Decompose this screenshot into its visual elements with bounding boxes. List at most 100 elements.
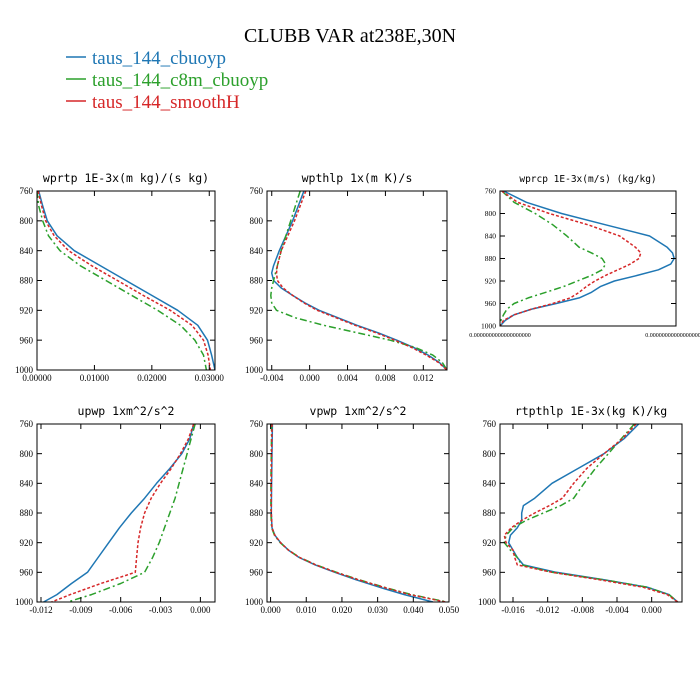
series-line: [37, 191, 215, 370]
y-tick-label: 960: [20, 567, 34, 577]
y-tick-label: 1000: [481, 322, 496, 331]
y-tick-label: 840: [483, 478, 497, 488]
plot-frame: [499, 423, 683, 603]
x-tick-label: -0.012: [29, 605, 52, 615]
x-tick-label: 0.000: [300, 373, 321, 383]
panel-title: rtpthlp 1E-3x(kg K)/kg: [515, 404, 667, 418]
y-tick-label: 800: [485, 209, 497, 218]
panel-title: wpthlp 1x(m K)/s: [302, 171, 413, 185]
y-tick-label: 920: [485, 277, 497, 286]
x-tick-label: 0.030: [368, 605, 389, 615]
legend-label: taus_144_smoothH: [92, 92, 240, 113]
x-tick-label: -0.008: [571, 605, 595, 615]
y-tick-label: 880: [483, 508, 497, 518]
y-tick-label: 1000: [245, 365, 264, 375]
legend-entry: taus_144_cbuoyp: [66, 48, 226, 69]
legend-entry: taus_144_smoothH: [66, 92, 240, 113]
y-tick-label: 840: [250, 478, 264, 488]
x-tick-label: 0.020: [332, 605, 353, 615]
y-tick-label: 1000: [15, 365, 34, 375]
y-tick-label: 880: [250, 276, 264, 286]
x-tick-label: 0.02000: [137, 373, 167, 383]
series-line: [51, 424, 195, 602]
y-tick-label: 760: [485, 187, 497, 196]
y-tick-label: 840: [20, 478, 34, 488]
y-tick-label: 880: [250, 508, 264, 518]
x-tick-label: -0.012: [536, 605, 559, 615]
x-tick-label: -0.004: [605, 605, 629, 615]
y-tick-label: 920: [20, 305, 34, 315]
panels: wprtp 1E-3x(m kg)/(s kg) 760 800 840 880 920 9…: [15, 171, 700, 615]
y-tick-label: 800: [250, 216, 264, 226]
series-line: [270, 424, 448, 602]
x-tick-label: 0.00000: [22, 373, 52, 383]
y-tick-label: 960: [20, 335, 34, 345]
x-tick-label: -0.016: [501, 605, 525, 615]
plot-frame: [499, 190, 677, 327]
panel-title: upwp 1xm^2/s^2: [78, 404, 175, 418]
x-tick-label: 0.0000000000000000000: [645, 333, 700, 339]
panel-title: vpwp 1xm^2/s^2: [310, 404, 407, 418]
y-tick-label: 840: [250, 246, 264, 256]
series-line: [270, 191, 447, 370]
y-tick-label: 960: [483, 567, 497, 577]
y-tick-label: 920: [483, 538, 497, 548]
x-tick-label: -0.003: [149, 605, 173, 615]
chart-panel: wprcp 1E-3x(m/s) (kg/kg) 760 800 840 880 920 9…: [469, 174, 700, 339]
series-line: [270, 191, 447, 370]
y-tick-label: 920: [250, 538, 264, 548]
y-tick-label: 880: [20, 276, 34, 286]
y-tick-label: 1000: [245, 597, 264, 607]
x-tick-label: -0.009: [69, 605, 93, 615]
series-line: [37, 191, 212, 370]
legend-label: taus_144_cbuoyp: [92, 48, 226, 69]
y-tick-label: 840: [485, 232, 497, 241]
x-tick-label: 0.000: [260, 605, 281, 615]
y-tick-label: 920: [20, 538, 34, 548]
legend-label: taus_144_c8m_cbuoyp: [92, 70, 268, 91]
panel-title: wprcp 1E-3x(m/s) (kg/kg): [519, 174, 656, 185]
x-tick-label: 0.004: [337, 373, 358, 383]
y-tick-label: 800: [20, 449, 34, 459]
y-tick-label: 760: [250, 186, 264, 196]
x-tick-label: 0.008: [375, 373, 396, 383]
x-tick-label: 0.0000000000000000000: [469, 333, 531, 339]
x-tick-label: 0.000: [642, 605, 663, 615]
y-tick-label: 760: [250, 419, 264, 429]
figure-title: CLUBB VAR at238E,30N: [244, 25, 456, 47]
y-tick-label: 760: [20, 419, 34, 429]
series-line: [500, 191, 675, 326]
x-tick-label: 0.01000: [80, 373, 110, 383]
y-tick-label: 960: [250, 567, 264, 577]
y-tick-label: 760: [20, 186, 34, 196]
series-line: [275, 191, 447, 370]
chart-panel: rtpthlp 1E-3x(kg K)/kg 760 800 840 880 920 960…: [478, 404, 683, 615]
series-line: [503, 424, 679, 602]
x-tick-label: 0.040: [403, 605, 424, 615]
x-tick-label: 0.050: [439, 605, 460, 615]
y-tick-label: 1000: [15, 597, 34, 607]
chart-panel: wpthlp 1x(m K)/s 760 800 840 880 920 960 1000-0…: [245, 171, 448, 383]
chart-panel: upwp 1xm^2/s^27608008408809209601000-0.0…: [15, 404, 216, 615]
y-tick-label: 960: [250, 335, 264, 345]
y-tick-label: 880: [485, 254, 497, 263]
series-line: [500, 191, 642, 326]
series-line: [270, 424, 446, 602]
y-tick-label: 1000: [478, 597, 497, 607]
y-tick-label: 840: [20, 246, 34, 256]
x-tick-label: 0.012: [413, 373, 433, 383]
series-line: [270, 424, 434, 602]
x-tick-label: -0.004: [260, 373, 284, 383]
series-line: [503, 424, 679, 602]
y-tick-label: 880: [20, 508, 34, 518]
series-line: [500, 191, 607, 326]
x-tick-label: 0.03000: [195, 373, 225, 383]
series-line: [67, 424, 196, 602]
y-tick-label: 800: [250, 449, 264, 459]
plot-frame: [266, 423, 450, 603]
chart-panel: wprtp 1E-3x(m kg)/(s kg) 760 800 840 880 920 9…: [15, 171, 224, 383]
y-tick-label: 920: [250, 305, 264, 315]
series-line: [37, 191, 208, 370]
chart-panel: vpwp 1xm^2/s^2 760 800 840 880 920 960 10000.00…: [245, 404, 460, 615]
